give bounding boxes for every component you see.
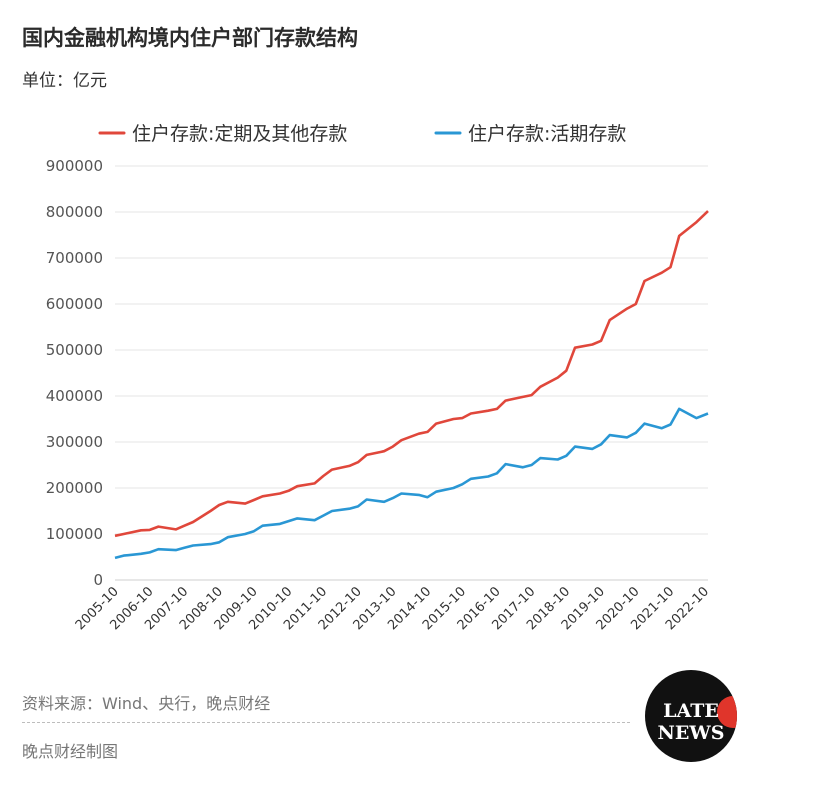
unit-label: 单位：亿元 (22, 71, 107, 91)
y-tick-label: 200000 (46, 479, 103, 497)
legend: 住户存款:定期及其他存款 住户存款:活期存款 (98, 123, 626, 145)
y-tick-label: 900000 (46, 157, 103, 175)
x-axis-ticks: 2005-102006-102007-102008-102009-102010-… (73, 584, 712, 633)
y-tick-label: 400000 (46, 387, 103, 405)
credit-note: 晚点财经制图 (22, 742, 119, 761)
series-line-definite (114, 210, 709, 538)
logo-line2: NEWS (657, 722, 725, 744)
chart-title: 国内金融机构境内住户部门存款结构 (22, 26, 358, 50)
y-tick-label: 300000 (46, 433, 103, 451)
y-tick-label: 100000 (46, 525, 103, 543)
legend-label-demand: 住户存款:活期存款 (468, 123, 626, 145)
logo-line1: LATE (663, 700, 719, 722)
logo-red-dot (717, 696, 737, 728)
series-line-demand (114, 407, 709, 560)
y-tick-label: 700000 (46, 249, 103, 267)
legend-label-definite: 住户存款:定期及其他存款 (132, 123, 347, 145)
late-news-logo: LATE NEWS (645, 670, 737, 762)
grid-lines (115, 165, 708, 581)
series-lines (114, 210, 709, 560)
y-tick-label: 500000 (46, 341, 103, 359)
footer-divider (22, 722, 630, 723)
y-tick-label: 0 (93, 571, 103, 589)
y-tick-label: 600000 (46, 295, 103, 313)
source-note: 资料来源：Wind、央行，晚点财经 (22, 694, 271, 713)
line-chart: 住户存款:定期及其他存款 住户存款:活期存款 0 100000 200000 3000… (46, 123, 712, 633)
y-tick-label: 800000 (46, 203, 103, 221)
y-axis-ticks: 0 100000 200000 300000 400000 500000 600000 700… (46, 157, 103, 589)
